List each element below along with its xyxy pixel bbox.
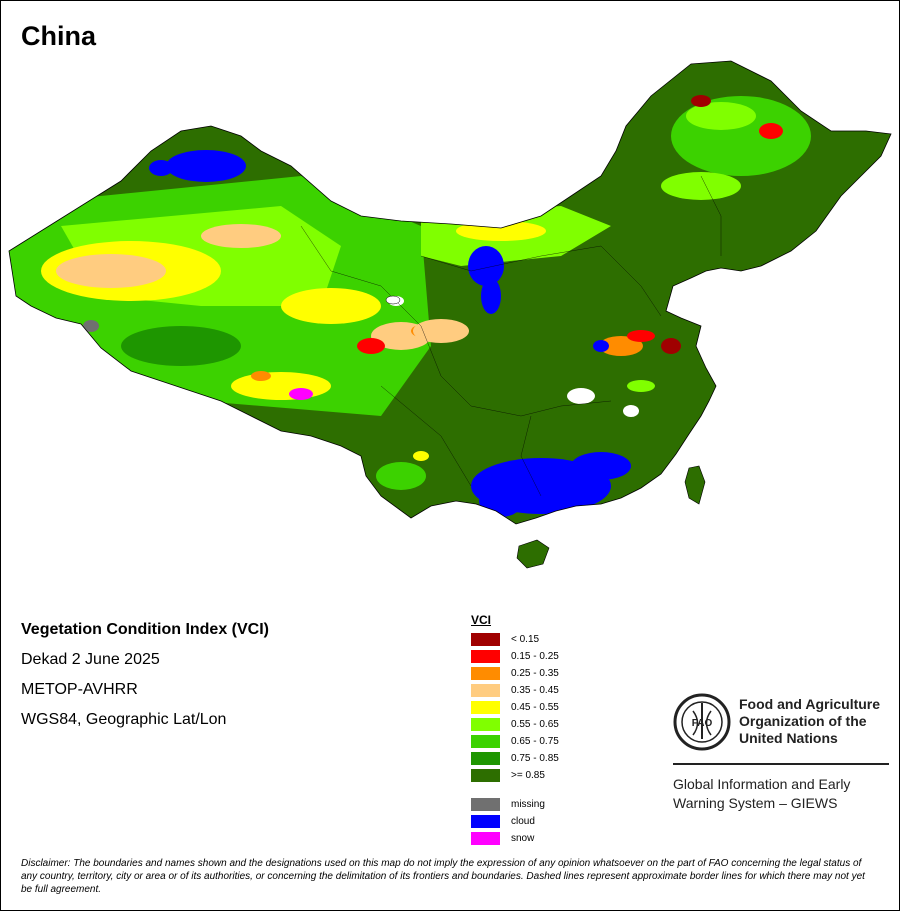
divider (673, 763, 889, 765)
legend-swatch (471, 718, 500, 731)
legend-label: 0.55 - 0.65 (511, 719, 559, 730)
fao-logo-text: FAO (692, 718, 713, 729)
legend-swatch (471, 769, 500, 782)
map-metadata: Vegetation Condition Index (VCI) Dekad 2… (21, 619, 269, 739)
legend-item: 0.65 - 0.75 (471, 733, 559, 750)
vci-map (8, 60, 892, 569)
legend-item: 0.15 - 0.25 (471, 648, 559, 665)
giews-name: Global Information and Early Warning Sys… (673, 776, 851, 811)
legend-swatch (471, 798, 500, 811)
legend-swatch (471, 667, 500, 680)
legend-item: >= 0.85 (471, 767, 559, 784)
legend-label: < 0.15 (511, 634, 540, 645)
legend-label: 0.65 - 0.75 (511, 736, 559, 747)
vci-legend: VCI < 0.15 0.15 - 0.25 0.25 - 0.35 0.35 - 0… (471, 613, 559, 847)
legend-label: 0.45 - 0.55 (511, 702, 559, 713)
legend-label: 0.35 - 0.45 (511, 685, 559, 696)
legend-item: missing (471, 796, 559, 813)
legend-swatch (471, 701, 500, 714)
legend-swatch (471, 752, 500, 765)
legend-swatch (471, 633, 500, 646)
sensor-label: METOP-AVHRR (21, 681, 138, 698)
legend-label: 0.25 - 0.35 (511, 668, 559, 679)
legend-item: 0.45 - 0.55 (471, 699, 559, 716)
legend-label: >= 0.85 (511, 770, 545, 781)
legend-label: snow (511, 833, 535, 844)
projection-label: WGS84, Geographic Lat/Lon (21, 711, 227, 728)
legend-item: cloud (471, 813, 559, 830)
legend-swatch (471, 684, 500, 697)
product-title: Vegetation Condition Index (VCI) (21, 621, 269, 638)
legend-item: snow (471, 830, 559, 847)
legend-swatch (471, 832, 500, 845)
legend-swatch (471, 650, 500, 663)
fao-logo-icon: FAO (673, 693, 731, 751)
legend-label: missing (511, 799, 545, 810)
legend-item: 0.25 - 0.35 (471, 665, 559, 682)
fao-org-name: Food and Agriculture Organization of the… (739, 696, 881, 746)
legend-label: 0.75 - 0.85 (511, 753, 559, 764)
map-title: China (21, 21, 97, 51)
legend-swatch (471, 735, 500, 748)
legend-label: 0.15 - 0.25 (511, 651, 559, 662)
legend-swatch (471, 815, 500, 828)
legend-label: cloud (511, 816, 535, 827)
fao-block: FAO Food and Agriculture Organization of… (673, 693, 889, 811)
legend-item: 0.35 - 0.45 (471, 682, 559, 699)
legend-item: 0.55 - 0.65 (471, 716, 559, 733)
legend-item: < 0.15 (471, 631, 559, 648)
period-label: Dekad 2 June 2025 (21, 651, 160, 668)
legend-title: VCI (471, 613, 492, 627)
legend-item: 0.75 - 0.85 (471, 750, 559, 767)
disclaimer: Disclaimer: The boundaries and names sho… (21, 858, 865, 895)
